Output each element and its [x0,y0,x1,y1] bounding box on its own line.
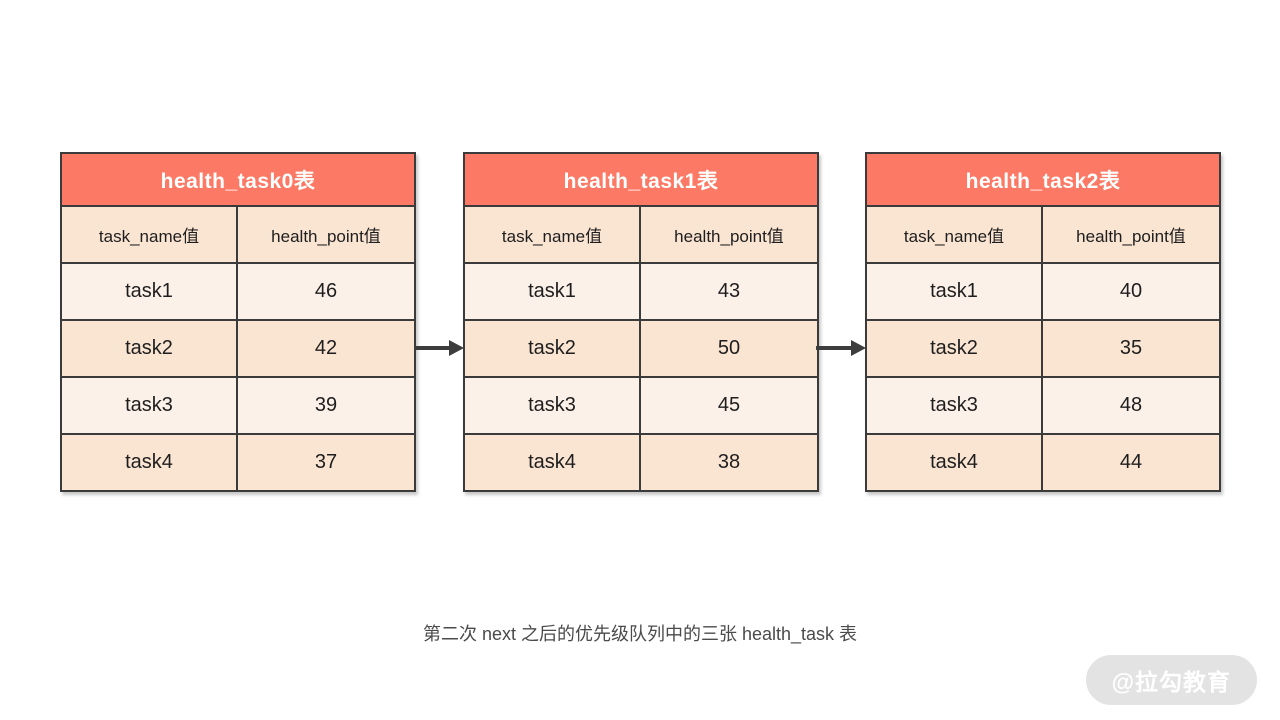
task-name-cell: task2 [465,321,641,376]
table-row: task1 40 [867,262,1219,319]
column-header-health-point: health_point值 [1076,227,1186,246]
right-arrow-icon [414,340,464,356]
task-name-cell: task3 [62,378,238,433]
table-column-header-row: task_name值 health_point值 [867,205,1219,262]
task-name-cell: task3 [465,378,641,433]
health-task2-table: health_task2表 task_name值 health_point值 t… [865,152,1221,492]
health-point-cell: 37 [314,451,338,473]
table-row: task1 46 [62,262,414,319]
column-header-health-point: health_point值 [271,227,381,246]
task-name-cell: task2 [62,321,238,376]
table-column-header-row: task_name值 health_point值 [465,205,817,262]
table-title: health_task0表 [62,154,414,205]
column-header-task-name: task_name值 [465,207,641,262]
health-point-cell: 46 [314,280,338,302]
health-point-cell: 38 [717,451,741,473]
task-name-cell: task4 [465,435,641,490]
task-name-cell: task3 [867,378,1043,433]
table-row: task2 50 [465,319,817,376]
health-point-cell: 43 [717,280,741,302]
column-header-health-point: health_point值 [674,227,784,246]
health-point-cell: 44 [1119,451,1143,473]
right-arrow-icon [816,340,866,356]
task-name-cell: task1 [867,264,1043,319]
task-name-cell: task1 [62,264,238,319]
task-name-cell: task4 [62,435,238,490]
column-header-task-name: task_name值 [62,207,238,262]
table-row: task4 37 [62,433,414,490]
table-column-header-row: task_name值 health_point值 [62,205,414,262]
table-row: task2 42 [62,319,414,376]
table-row: task1 43 [465,262,817,319]
table-row: task4 38 [465,433,817,490]
health-point-cell: 35 [1119,337,1143,359]
table-row: task4 44 [867,433,1219,490]
table-title: health_task2表 [867,154,1219,205]
table-row: task3 39 [62,376,414,433]
health-point-cell: 50 [717,337,741,359]
task-name-cell: task1 [465,264,641,319]
column-header-task-name: task_name值 [867,207,1043,262]
task-name-cell: task2 [867,321,1043,376]
watermark-badge: @拉勾教育 [1085,655,1257,705]
health-point-cell: 39 [314,394,338,416]
health-task1-table: health_task1表 task_name值 health_point值 t… [463,152,819,492]
health-task0-table: health_task0表 task_name值 health_point值 t… [60,152,416,492]
table-row: task2 35 [867,319,1219,376]
health-point-cell: 48 [1119,394,1143,416]
figure-caption: 第二次 next 之后的优先级队列中的三张 health_task 表 [422,624,858,644]
health-point-cell: 42 [314,337,338,359]
table-title: health_task1表 [465,154,817,205]
task-name-cell: task4 [867,435,1043,490]
health-point-cell: 45 [717,394,741,416]
table-row: task3 45 [465,376,817,433]
health-point-cell: 40 [1119,280,1143,302]
table-row: task3 48 [867,376,1219,433]
